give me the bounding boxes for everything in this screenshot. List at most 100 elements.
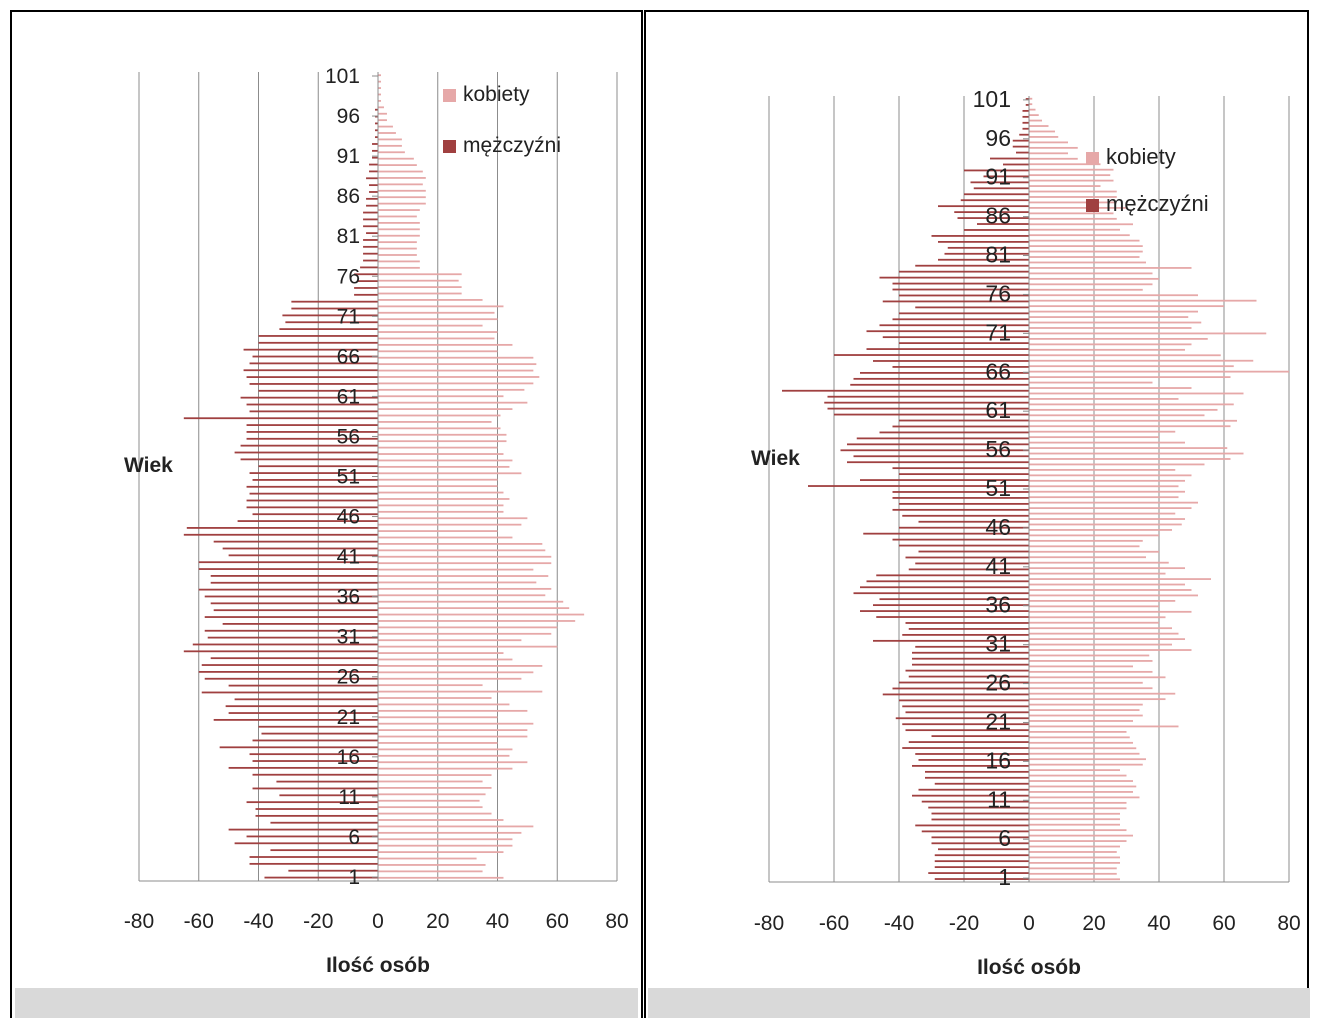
bar-kobiety (1029, 141, 1068, 144)
bar-kobiety (378, 106, 384, 109)
bar-kobiety (1029, 507, 1192, 510)
bar-kobiety (378, 690, 543, 693)
bar-kobiety (378, 491, 504, 494)
bar-kobiety (378, 665, 543, 667)
bar-mezczyzni (938, 258, 1029, 261)
bar-kobiety (378, 395, 504, 398)
bar-kobiety (378, 144, 402, 147)
bar-mezczyzni (372, 149, 378, 152)
bar-kobiety (378, 864, 486, 866)
bar-kobiety (378, 318, 498, 321)
x-tick-label: 60 (546, 910, 569, 933)
x-tick-label: 80 (1277, 912, 1300, 935)
bar-mezczyzni (905, 729, 1029, 732)
bar-mezczyzni (860, 586, 1029, 589)
bar-mezczyzni (237, 520, 378, 522)
bar-mezczyzni (276, 780, 378, 783)
y-tick-label: 56 (985, 436, 1011, 462)
bar-mezczyzni (183, 650, 378, 653)
y-tick-label: 61 (985, 397, 1011, 423)
bar-kobiety (1029, 801, 1127, 804)
y-tick-label: 76 (337, 265, 360, 288)
bar-kobiety (378, 819, 504, 821)
bar-kobiety (378, 421, 492, 423)
bar-mezczyzni (246, 424, 378, 426)
bar-kobiety (378, 440, 507, 443)
bar-kobiety (378, 446, 498, 449)
y-tick-label: 86 (985, 203, 1011, 229)
bar-mezczyzni (934, 854, 1029, 857)
bar-kobiety (1029, 747, 1137, 750)
bar-mezczyzni (977, 223, 1029, 225)
bar-mezczyzni (892, 687, 1029, 690)
bar-kobiety (378, 478, 498, 481)
bar-mezczyzni (369, 184, 378, 187)
bar-mezczyzni (934, 878, 1029, 880)
y-tick-label: 16 (985, 747, 1011, 773)
bar-mezczyzni (918, 520, 1029, 523)
bar-kobiety (1029, 774, 1127, 777)
bar-kobiety (378, 228, 420, 231)
bar-mezczyzni (288, 869, 378, 872)
bar-kobiety (378, 189, 426, 192)
bar-kobiety (378, 600, 564, 603)
bar-kobiety (378, 645, 558, 648)
bar-mezczyzni (186, 527, 378, 529)
bar-mezczyzni (782, 389, 1029, 392)
bar-mezczyzni (1003, 163, 1029, 166)
bar-mezczyzni (827, 407, 1029, 410)
y-tick-label: 16 (337, 746, 360, 769)
bar-mezczyzni (915, 562, 1029, 565)
bar-mezczyzni (964, 193, 1029, 196)
bar-kobiety (1029, 878, 1120, 881)
bar-mezczyzni (1019, 133, 1029, 136)
bar-mezczyzni (899, 342, 1029, 345)
bar-mezczyzni (892, 491, 1029, 493)
bar-kobiety (378, 613, 585, 616)
y-tick-label: 21 (985, 708, 1011, 734)
bar-mezczyzni (931, 842, 1029, 845)
x-tick-label: -40 (884, 912, 914, 935)
bar-kobiety (1029, 256, 1140, 258)
bar-kobiety (378, 305, 504, 308)
bar-kobiety (378, 266, 420, 269)
bar-mezczyzni (363, 245, 378, 248)
bar-kobiety (378, 260, 420, 263)
bar-kobiety (1029, 365, 1234, 368)
bar-mezczyzni (369, 191, 378, 193)
bar-kobiety (378, 684, 483, 687)
bar-mezczyzni (899, 681, 1029, 684)
bar-mezczyzni (246, 403, 378, 406)
bar-kobiety (1029, 436, 1159, 439)
bar-mezczyzni (1022, 127, 1029, 130)
bar-kobiety (378, 568, 534, 571)
y-tick-label: 6 (998, 825, 1011, 851)
bar-mezczyzni (198, 670, 378, 673)
bar-kobiety (378, 350, 498, 353)
bar-kobiety (378, 825, 534, 828)
bar-kobiety (1029, 381, 1153, 384)
bar-mezczyzni (228, 554, 378, 557)
bar-kobiety (378, 517, 528, 520)
bar-mezczyzni (892, 288, 1029, 291)
bar-mezczyzni (360, 266, 378, 269)
bar-mezczyzni (252, 513, 378, 516)
bar-mezczyzni (258, 725, 378, 728)
bar-kobiety (1029, 136, 1059, 138)
bar-mezczyzni (240, 444, 378, 447)
bar-kobiety (378, 183, 423, 186)
column-divider (641, 10, 646, 1018)
bar-mezczyzni (240, 396, 378, 399)
bar-mezczyzni (234, 842, 378, 845)
bar-kobiety (1029, 845, 1120, 848)
bar-kobiety (378, 311, 495, 314)
bar-mezczyzni (938, 240, 1029, 243)
bar-kobiety (1029, 125, 1049, 127)
y-tick-label: 91 (985, 164, 1011, 190)
bar-mezczyzni (249, 856, 378, 858)
bar-kobiety (378, 80, 381, 83)
bar-kobiety (378, 523, 522, 526)
bar-mezczyzni (255, 814, 378, 817)
bar-mezczyzni (246, 437, 378, 440)
bar-kobiety (1029, 501, 1198, 504)
